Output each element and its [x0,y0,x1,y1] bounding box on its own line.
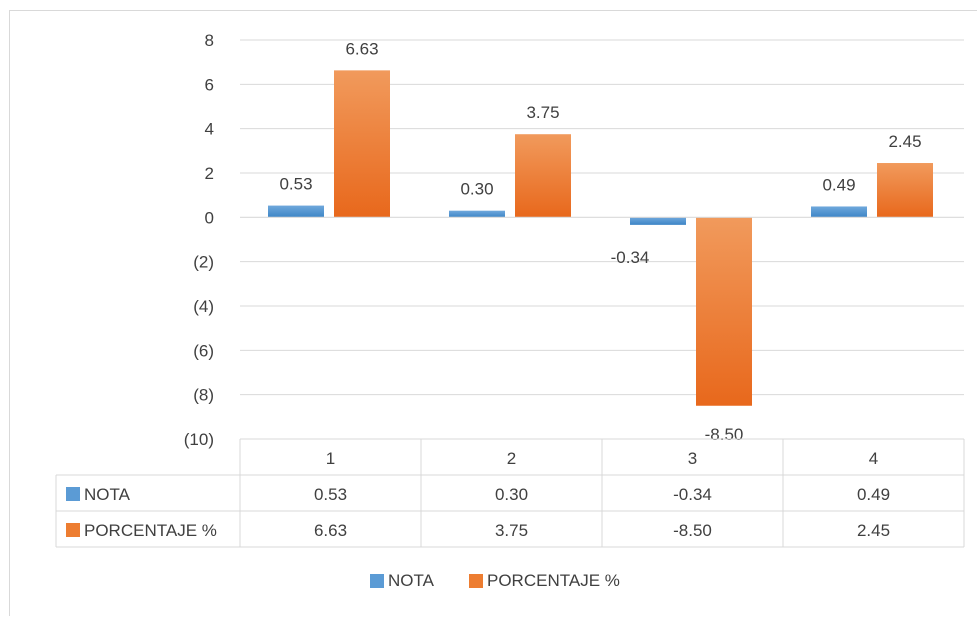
bar-nota-3 [630,217,686,225]
y-tick-label: (10) [184,430,214,449]
y-tick-label: 6 [205,75,214,94]
x-tick-label: 4 [869,449,878,468]
table-cell: -0.34 [673,485,712,504]
data-label: 0.49 [822,175,855,194]
y-tick-label: 0 [205,208,214,227]
table-legend-key [66,523,80,537]
data-label: 0.53 [279,175,312,194]
chart-frame [9,10,977,616]
table-cell: 2.45 [857,521,890,540]
data-label: -0.34 [611,248,650,267]
bar-porcentaje--4 [877,163,933,218]
table-cell: -8.50 [673,521,712,540]
table-cell: 6.63 [314,521,347,540]
bar-porcentaje--3 [696,217,752,406]
y-tick-label: 8 [205,31,214,50]
data-label: -8.50 [705,425,744,444]
bar-nota-1 [268,205,324,218]
y-tick-label: (4) [193,297,214,316]
table-cell: 0.49 [857,485,890,504]
y-tick-label: 2 [205,164,214,183]
data-label: 6.63 [345,39,378,58]
legend-key [370,574,384,588]
data-label: 3.75 [526,103,559,122]
y-tick-label: (8) [193,386,214,405]
table-series-name: NOTA [84,485,131,504]
x-tick-label: 1 [326,449,335,468]
x-tick-label: 3 [688,449,697,468]
y-tick-label: (6) [193,341,214,360]
legend-label: PORCENTAJE % [487,571,620,590]
data-label: 0.30 [460,180,493,199]
bar-nota-4 [811,206,867,218]
y-tick-label: 4 [205,120,214,139]
table-cell: 0.53 [314,485,347,504]
y-tick-label: (2) [193,253,214,272]
data-label: 2.45 [888,132,921,151]
bar-nota-2 [449,210,505,218]
legend-label: NOTA [388,571,435,590]
legend-key [469,574,483,588]
bar-porcentaje--1 [334,70,390,218]
bar-porcentaje--2 [515,134,571,218]
table-cell: 3.75 [495,521,528,540]
table-legend-key [66,487,80,501]
x-tick-label: 2 [507,449,516,468]
table-series-name: PORCENTAJE % [84,521,217,540]
table-cell: 0.30 [495,485,528,504]
